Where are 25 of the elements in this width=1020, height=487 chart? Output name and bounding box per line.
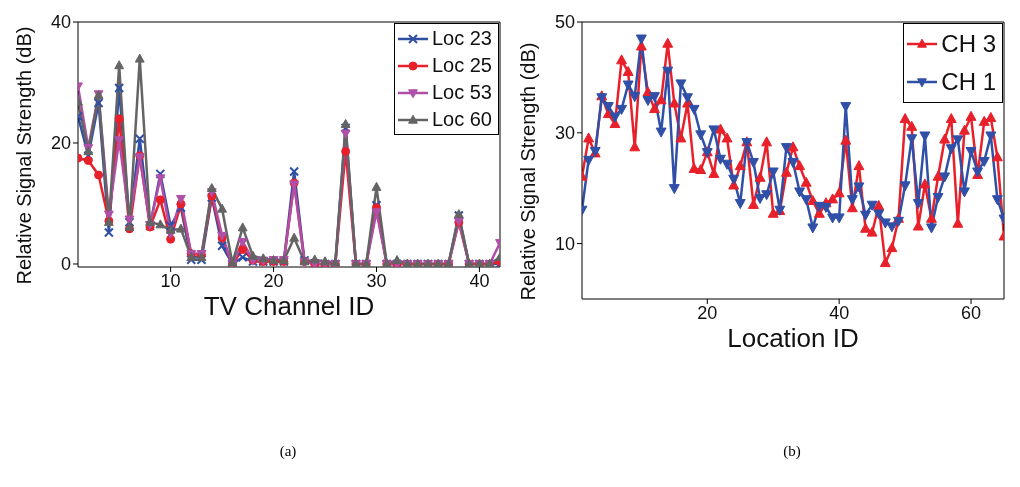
x-tick-label: 40 xyxy=(469,270,490,291)
legend-label: CH 3 xyxy=(941,29,996,59)
x-tick-label: 60 xyxy=(961,302,982,323)
text: (b) xyxy=(782,443,802,460)
y-axis-title: Relative Signal Strength (dB) xyxy=(13,26,36,285)
legend-label: Loc 23 xyxy=(431,26,492,51)
y-tick-label: 40 xyxy=(50,12,71,33)
legend-label: Loc 25 xyxy=(431,53,492,78)
text: (a) xyxy=(278,443,298,460)
y-tick-label: 10 xyxy=(554,233,575,254)
x-tick-label: 40 xyxy=(829,302,850,323)
x-tick-label: 10 xyxy=(160,270,181,291)
x-tick-label: 20 xyxy=(697,302,718,323)
x-axis-title: Location ID xyxy=(727,323,859,353)
y-axis-title: Relative Signal Strength (dB) xyxy=(517,42,540,301)
y-tick-label: 0 xyxy=(60,254,71,275)
legend-label: CH 1 xyxy=(941,67,996,97)
x-tick-label: 30 xyxy=(366,270,387,291)
y-tick-label: 30 xyxy=(554,123,575,144)
x-tick-label: 20 xyxy=(263,270,284,291)
legend-label: Loc 60 xyxy=(431,107,492,132)
legend-label: Loc 53 xyxy=(431,80,492,105)
y-tick-label: 20 xyxy=(50,133,71,154)
x-axis-title: TV Channel ID xyxy=(203,291,375,321)
y-tick-label: 50 xyxy=(554,12,575,33)
